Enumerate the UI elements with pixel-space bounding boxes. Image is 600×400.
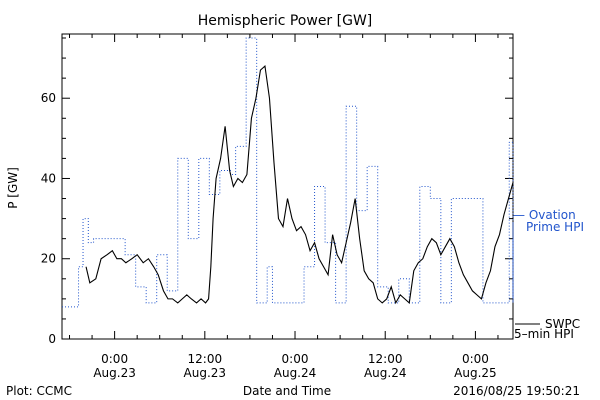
y-tick-label: 60: [41, 91, 56, 105]
x-tick-time-label: 12:00: [368, 352, 403, 366]
x-tick-date-label: Aug.23: [93, 366, 136, 380]
x-tick-time-label: 12:00: [188, 352, 223, 366]
x-tick-time-label: 0:00: [462, 352, 489, 366]
x-tick-date-label: Aug.25: [454, 366, 497, 380]
y-tick-label: 0: [48, 332, 56, 346]
legend-swpc-line2: 5–min HPI: [514, 327, 574, 341]
x-axis-label: Date and Time: [243, 384, 331, 398]
y-tick-label: 20: [41, 252, 56, 266]
x-tick-date-label: Aug.23: [184, 366, 227, 380]
footer-left: Plot: CCMC: [6, 384, 72, 398]
x-tick-date-label: Aug.24: [364, 366, 407, 380]
y-axis-label: P [GW]: [6, 167, 20, 209]
x-tick-date-label: Aug.24: [274, 366, 317, 380]
y-tick-label: 40: [41, 171, 56, 185]
legend-ovation-line1: — Ovation: [513, 208, 576, 222]
series-swpc-line: [85, 65, 514, 305]
series-ovation-prime-line: [62, 37, 514, 308]
x-tick-time-label: 0:00: [282, 352, 309, 366]
chart-title: Hemispheric Power [GW]: [198, 13, 373, 29]
footer-right: 2016/08/25 19:50:21: [453, 384, 580, 398]
legend-swpc-line1: SWPC: [545, 317, 580, 331]
plot-frame: [61, 33, 514, 340]
legend-ovation-line2: Prime HPI: [526, 220, 584, 234]
x-tick-time-label: 0:00: [101, 352, 128, 366]
